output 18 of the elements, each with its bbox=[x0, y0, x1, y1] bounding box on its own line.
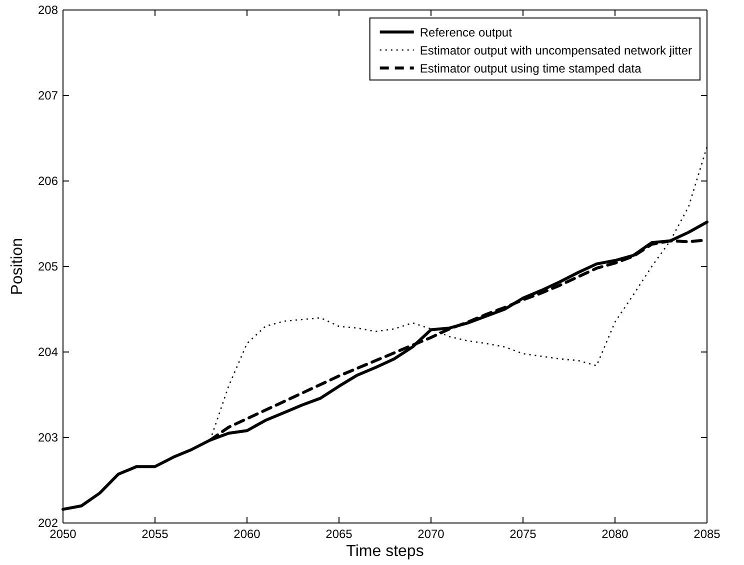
y-tick-label: 204 bbox=[38, 344, 58, 359]
y-tick-label: 206 bbox=[38, 174, 58, 188]
y-tick-label: 207 bbox=[38, 88, 58, 102]
y-tick-label: 203 bbox=[38, 430, 58, 444]
x-tick-label: 2065 bbox=[326, 526, 353, 541]
legend-label: Estimator output with uncompensated network jitter bbox=[420, 44, 692, 58]
x-tick-label: 2070 bbox=[418, 526, 445, 541]
x-tick-label: 2080 bbox=[602, 526, 629, 541]
y-tick-label: 205 bbox=[38, 259, 58, 274]
x-tick-label: 2075 bbox=[510, 526, 537, 541]
x-tick-label: 2060 bbox=[234, 526, 261, 541]
x-tick-label: 2085 bbox=[694, 526, 721, 541]
legend-label: Estimator output using time stamped data bbox=[420, 62, 642, 76]
x-axis-title: Time steps bbox=[346, 543, 424, 560]
legend-label: Reference output bbox=[420, 26, 513, 40]
y-axis-title: Position bbox=[9, 238, 26, 295]
y-tick-label: 208 bbox=[38, 2, 58, 17]
x-tick-label: 2055 bbox=[142, 526, 169, 541]
